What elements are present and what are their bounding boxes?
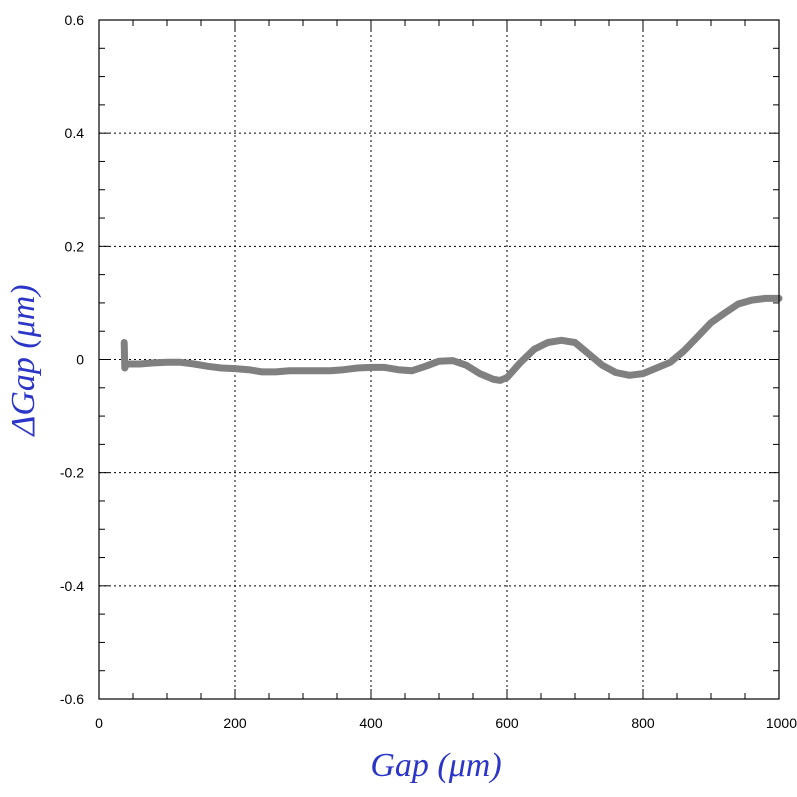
data-point bbox=[121, 340, 127, 346]
x-tick-label: 200 bbox=[223, 715, 247, 731]
data-point bbox=[382, 364, 388, 370]
data-point bbox=[667, 359, 673, 365]
plot-frame bbox=[98, 19, 780, 700]
data-point bbox=[123, 361, 129, 367]
data-point bbox=[531, 346, 537, 352]
data-point bbox=[654, 365, 660, 371]
y-tick-labels: -0.6 -0.4 -0.2 0 0.2 0.4 0.6 bbox=[60, 12, 84, 707]
data-point bbox=[545, 340, 551, 346]
data-point bbox=[300, 368, 306, 374]
data-point bbox=[341, 367, 347, 373]
x-tick-label: 600 bbox=[495, 715, 519, 731]
data-point bbox=[409, 368, 415, 374]
data-point bbox=[314, 368, 320, 374]
data-point bbox=[191, 361, 197, 367]
data-point bbox=[150, 360, 156, 366]
data-point bbox=[694, 334, 700, 340]
data-point bbox=[708, 320, 714, 326]
data-point bbox=[749, 297, 755, 303]
minor-ticks bbox=[98, 19, 780, 700]
y-tick-label: -0.2 bbox=[60, 465, 84, 481]
data-point bbox=[354, 365, 360, 371]
data-point bbox=[137, 361, 143, 367]
data-point bbox=[246, 367, 252, 373]
data-point bbox=[762, 295, 768, 301]
data-point bbox=[626, 372, 632, 378]
data-point bbox=[586, 351, 592, 357]
data-point bbox=[178, 359, 184, 365]
data-point bbox=[164, 359, 170, 365]
data-point bbox=[558, 337, 564, 343]
data-point bbox=[477, 371, 483, 377]
data-point bbox=[613, 370, 619, 376]
y-tick-label: 0.2 bbox=[65, 238, 85, 254]
data-point bbox=[490, 376, 496, 382]
data-point bbox=[681, 348, 687, 354]
data-point bbox=[368, 364, 374, 370]
data-point bbox=[640, 371, 646, 377]
x-tick-label: 1000 bbox=[766, 715, 797, 731]
data-point bbox=[436, 358, 442, 364]
data-point bbox=[722, 310, 728, 316]
data-point bbox=[504, 375, 510, 381]
data-point bbox=[259, 369, 265, 375]
data-point bbox=[463, 362, 469, 368]
x-tick-labels: 0 200 400 600 800 1000 bbox=[95, 715, 797, 731]
x-tick-label: 0 bbox=[95, 715, 103, 731]
data-point bbox=[497, 377, 503, 383]
data-point bbox=[450, 358, 456, 364]
data-point bbox=[286, 368, 292, 374]
y-tick-label: 0.4 bbox=[65, 125, 85, 141]
data-point bbox=[205, 363, 211, 369]
data-point bbox=[327, 368, 333, 374]
grid-lines bbox=[99, 20, 779, 699]
y-tick-label: 0 bbox=[76, 352, 84, 368]
y-tick-label: -0.6 bbox=[60, 691, 84, 707]
series-group bbox=[120, 294, 783, 384]
y-tick-label: 0.6 bbox=[65, 12, 85, 28]
data-point bbox=[218, 365, 224, 371]
data-point bbox=[735, 301, 741, 307]
data-point bbox=[232, 366, 238, 372]
y-axis-label: ΔGap (μm) bbox=[5, 284, 42, 437]
y-tick-label: -0.4 bbox=[60, 578, 84, 594]
data-point bbox=[273, 369, 279, 375]
data-point bbox=[122, 365, 128, 371]
x-tick-label: 800 bbox=[631, 715, 655, 731]
x-axis-label: Gap (μm) bbox=[370, 747, 501, 784]
data-point bbox=[422, 363, 428, 369]
data-point bbox=[395, 367, 401, 373]
data-point bbox=[518, 359, 524, 365]
data-point bbox=[572, 340, 578, 346]
series-line bbox=[120, 294, 783, 384]
x-tick-label: 400 bbox=[359, 715, 383, 731]
data-point bbox=[599, 362, 605, 368]
